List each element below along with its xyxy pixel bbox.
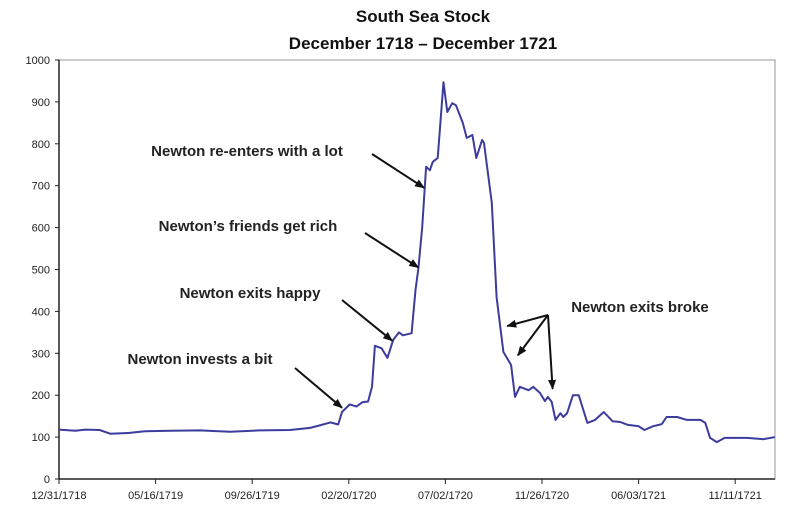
y-tick-label: 1000 (26, 55, 50, 67)
y-tick-label: 100 (32, 432, 50, 444)
annotation-arrow (294, 367, 343, 409)
x-tick-label: 07/02/1720 (418, 490, 473, 502)
annotation-arrow (517, 314, 549, 357)
x-tick-label: 06/03/1721 (611, 490, 666, 502)
y-tick-label: 900 (32, 97, 50, 109)
y-tick-label: 300 (32, 348, 50, 360)
y-tick-label: 600 (32, 223, 50, 235)
y-tick-label: 700 (32, 181, 50, 193)
annotation-label: Newton exits broke (571, 299, 709, 316)
annotation-arrow (364, 232, 420, 269)
annotation-label: Newton exits happy (180, 285, 322, 302)
y-tick-label: 500 (32, 265, 50, 277)
annotation-arrow (547, 314, 557, 390)
annotation-label: Newton re-enters with a lot (151, 143, 343, 160)
y-tick-label: 0 (44, 474, 50, 486)
y-tick-label: 800 (32, 139, 50, 151)
series-line (58, 81, 775, 444)
x-tick-label: 02/20/1720 (321, 490, 376, 502)
x-tick-label: 11/26/1720 (515, 490, 569, 502)
annotation-label: Newton invests a bit (127, 351, 272, 368)
annotation-arrow (341, 299, 394, 342)
y-tick-label: 200 (32, 390, 50, 402)
annotation-arrow (371, 153, 425, 189)
chart-subtitle: December 1718 – December 1721 (289, 34, 557, 53)
x-tick-label: 12/31/1718 (31, 490, 86, 502)
x-tick-label: 09/26/1719 (225, 490, 280, 502)
y-tick-label: 400 (32, 306, 50, 318)
annotation-label: Newton’s friends get rich (159, 218, 338, 235)
x-tick-label: 05/16/1719 (128, 490, 183, 502)
chart-title: South Sea Stock (356, 7, 491, 26)
annotation-arrow (506, 314, 549, 328)
x-tick-label: 11/11/1721 (708, 490, 761, 502)
